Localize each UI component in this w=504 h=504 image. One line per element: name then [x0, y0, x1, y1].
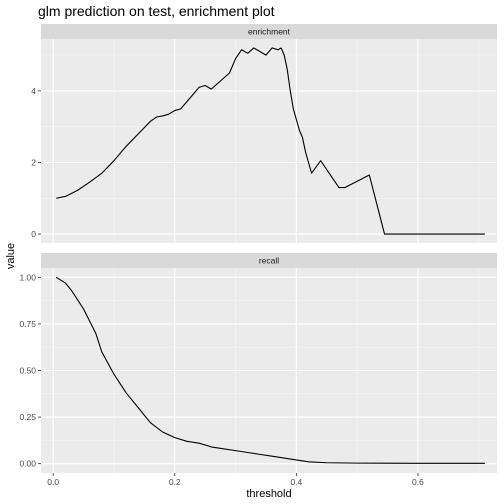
x-tick-label: 0.6: [412, 477, 424, 487]
strip-background: [41, 24, 497, 39]
series-line-enrichment: [56, 47, 485, 235]
panel-recall: recall 0.00 0.25 0.50 0.75 1.00: [19, 253, 497, 473]
y-tick-label: 0.00: [19, 459, 36, 469]
y-tick-label: 0: [31, 229, 36, 239]
y-tick-label: 0.75: [19, 319, 36, 329]
strip-label: enrichment: [248, 27, 291, 37]
y-tick-label: 0.25: [19, 412, 36, 422]
chart-title: glm prediction on test, enrichment plot: [38, 3, 275, 19]
x-tick-label: 0.4: [290, 477, 302, 487]
strip-background: [41, 253, 497, 268]
x-tick-label: 0.0: [47, 477, 59, 487]
panel-enrichment: enrichment 0 2 4: [31, 24, 497, 243]
strip-label: recall: [259, 256, 279, 266]
panel-background: [41, 39, 497, 243]
series-line-recall: [55, 276, 485, 464]
x-tick-label: 0.2: [169, 477, 181, 487]
facet-panels: enrichment 0 2 4 recall 0.00 0.25 0.50 0.75 1.00 0…: [19, 24, 497, 487]
y-tick-label: 0.50: [19, 366, 36, 376]
y-tick-label: 4: [31, 86, 36, 96]
y-tick-label: 1.00: [19, 272, 36, 282]
x-axis-title: threshold: [246, 488, 291, 500]
y-tick-label: 2: [31, 157, 36, 167]
y-axis-title: value: [5, 243, 17, 269]
